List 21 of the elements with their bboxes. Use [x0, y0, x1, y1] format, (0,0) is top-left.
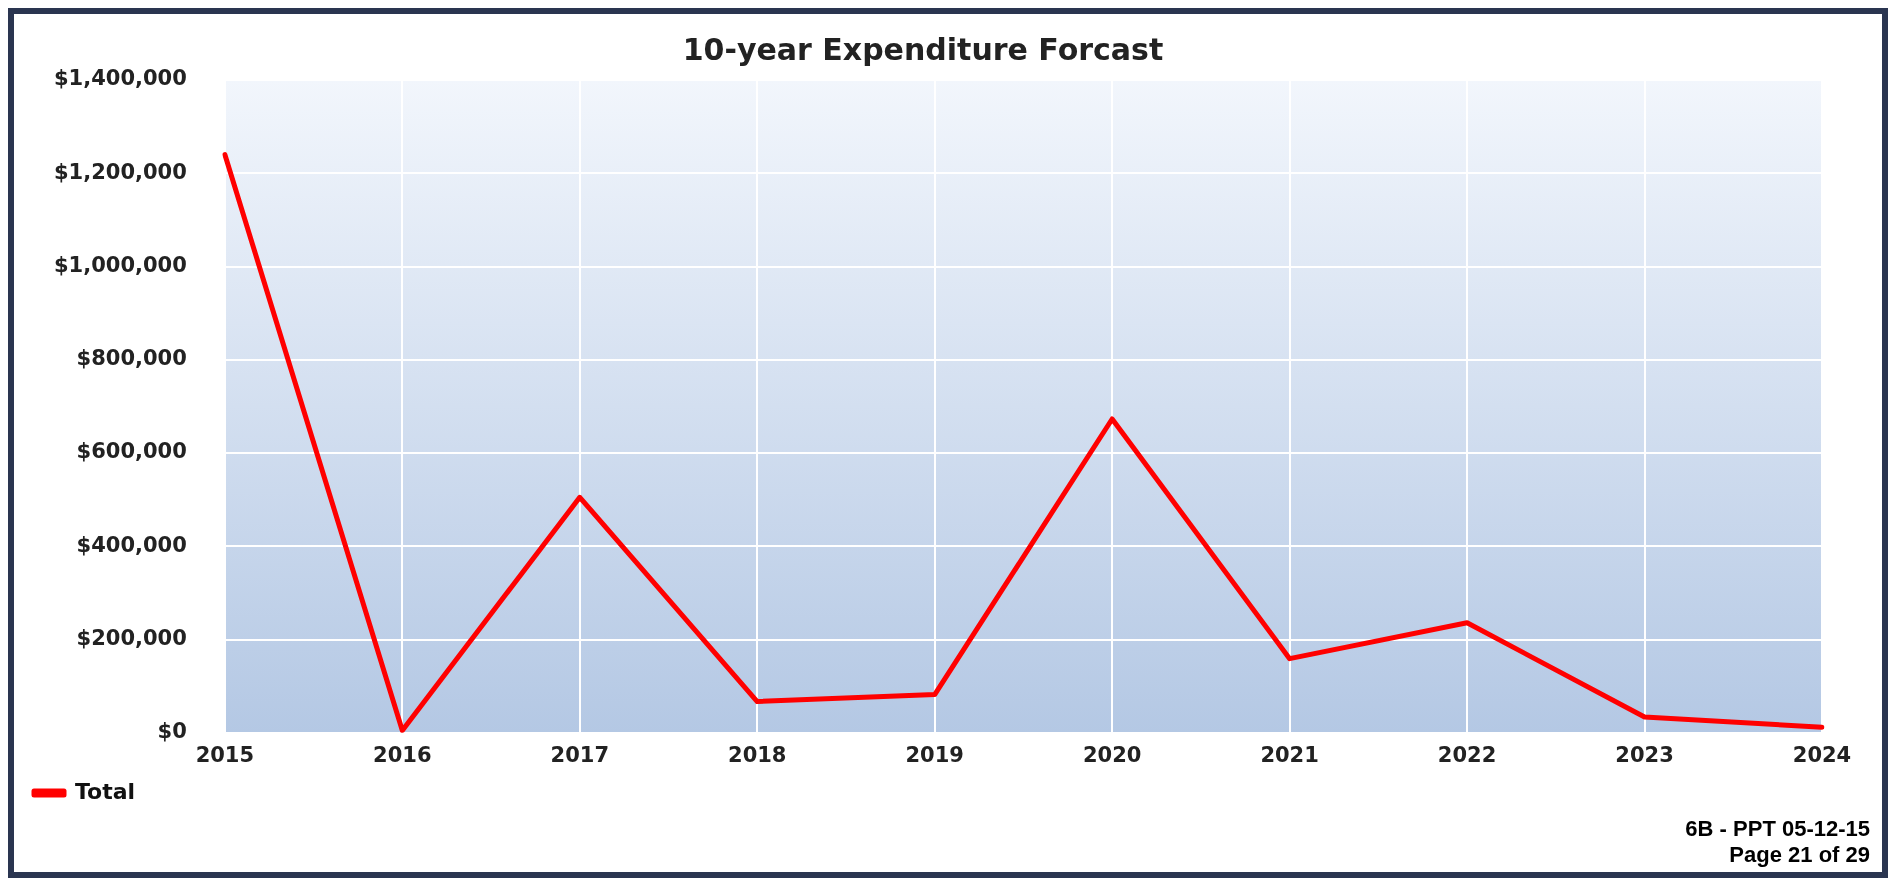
x-tick-label: 2015: [195, 742, 255, 767]
y-tick-label: $200,000: [76, 626, 187, 650]
chart-title: 10-year Expenditure Forcast: [682, 31, 1164, 67]
y-tick-label: $0: [157, 719, 187, 744]
x-tick-label: 2018: [728, 742, 787, 767]
y-tick-label: $800,000: [76, 346, 187, 371]
x-tick-label: 2021: [1260, 742, 1319, 767]
y-tick-label: $1,200,000: [53, 159, 187, 184]
x-tick-label: 2023: [1615, 742, 1674, 767]
x-tick-label: 2016: [373, 742, 432, 767]
x-tick-label: 2017: [550, 742, 609, 767]
y-tick-label: $400,000: [76, 532, 187, 557]
legend-label: Total: [75, 778, 136, 804]
x-tick-label: 2024: [1792, 742, 1852, 767]
text: 6B - PPT 05-12-15 Page 21 of 29: [1684, 816, 1870, 868]
y-tick-label: $1,000,000: [53, 252, 187, 277]
y-tick-label: $1,400,000: [53, 66, 187, 91]
x-tick-label: 2022: [1437, 742, 1497, 767]
x-tick-label: 2019: [905, 742, 964, 767]
x-tick-label: 2020: [1082, 742, 1142, 767]
y-tick-label: $600,000: [76, 439, 187, 464]
